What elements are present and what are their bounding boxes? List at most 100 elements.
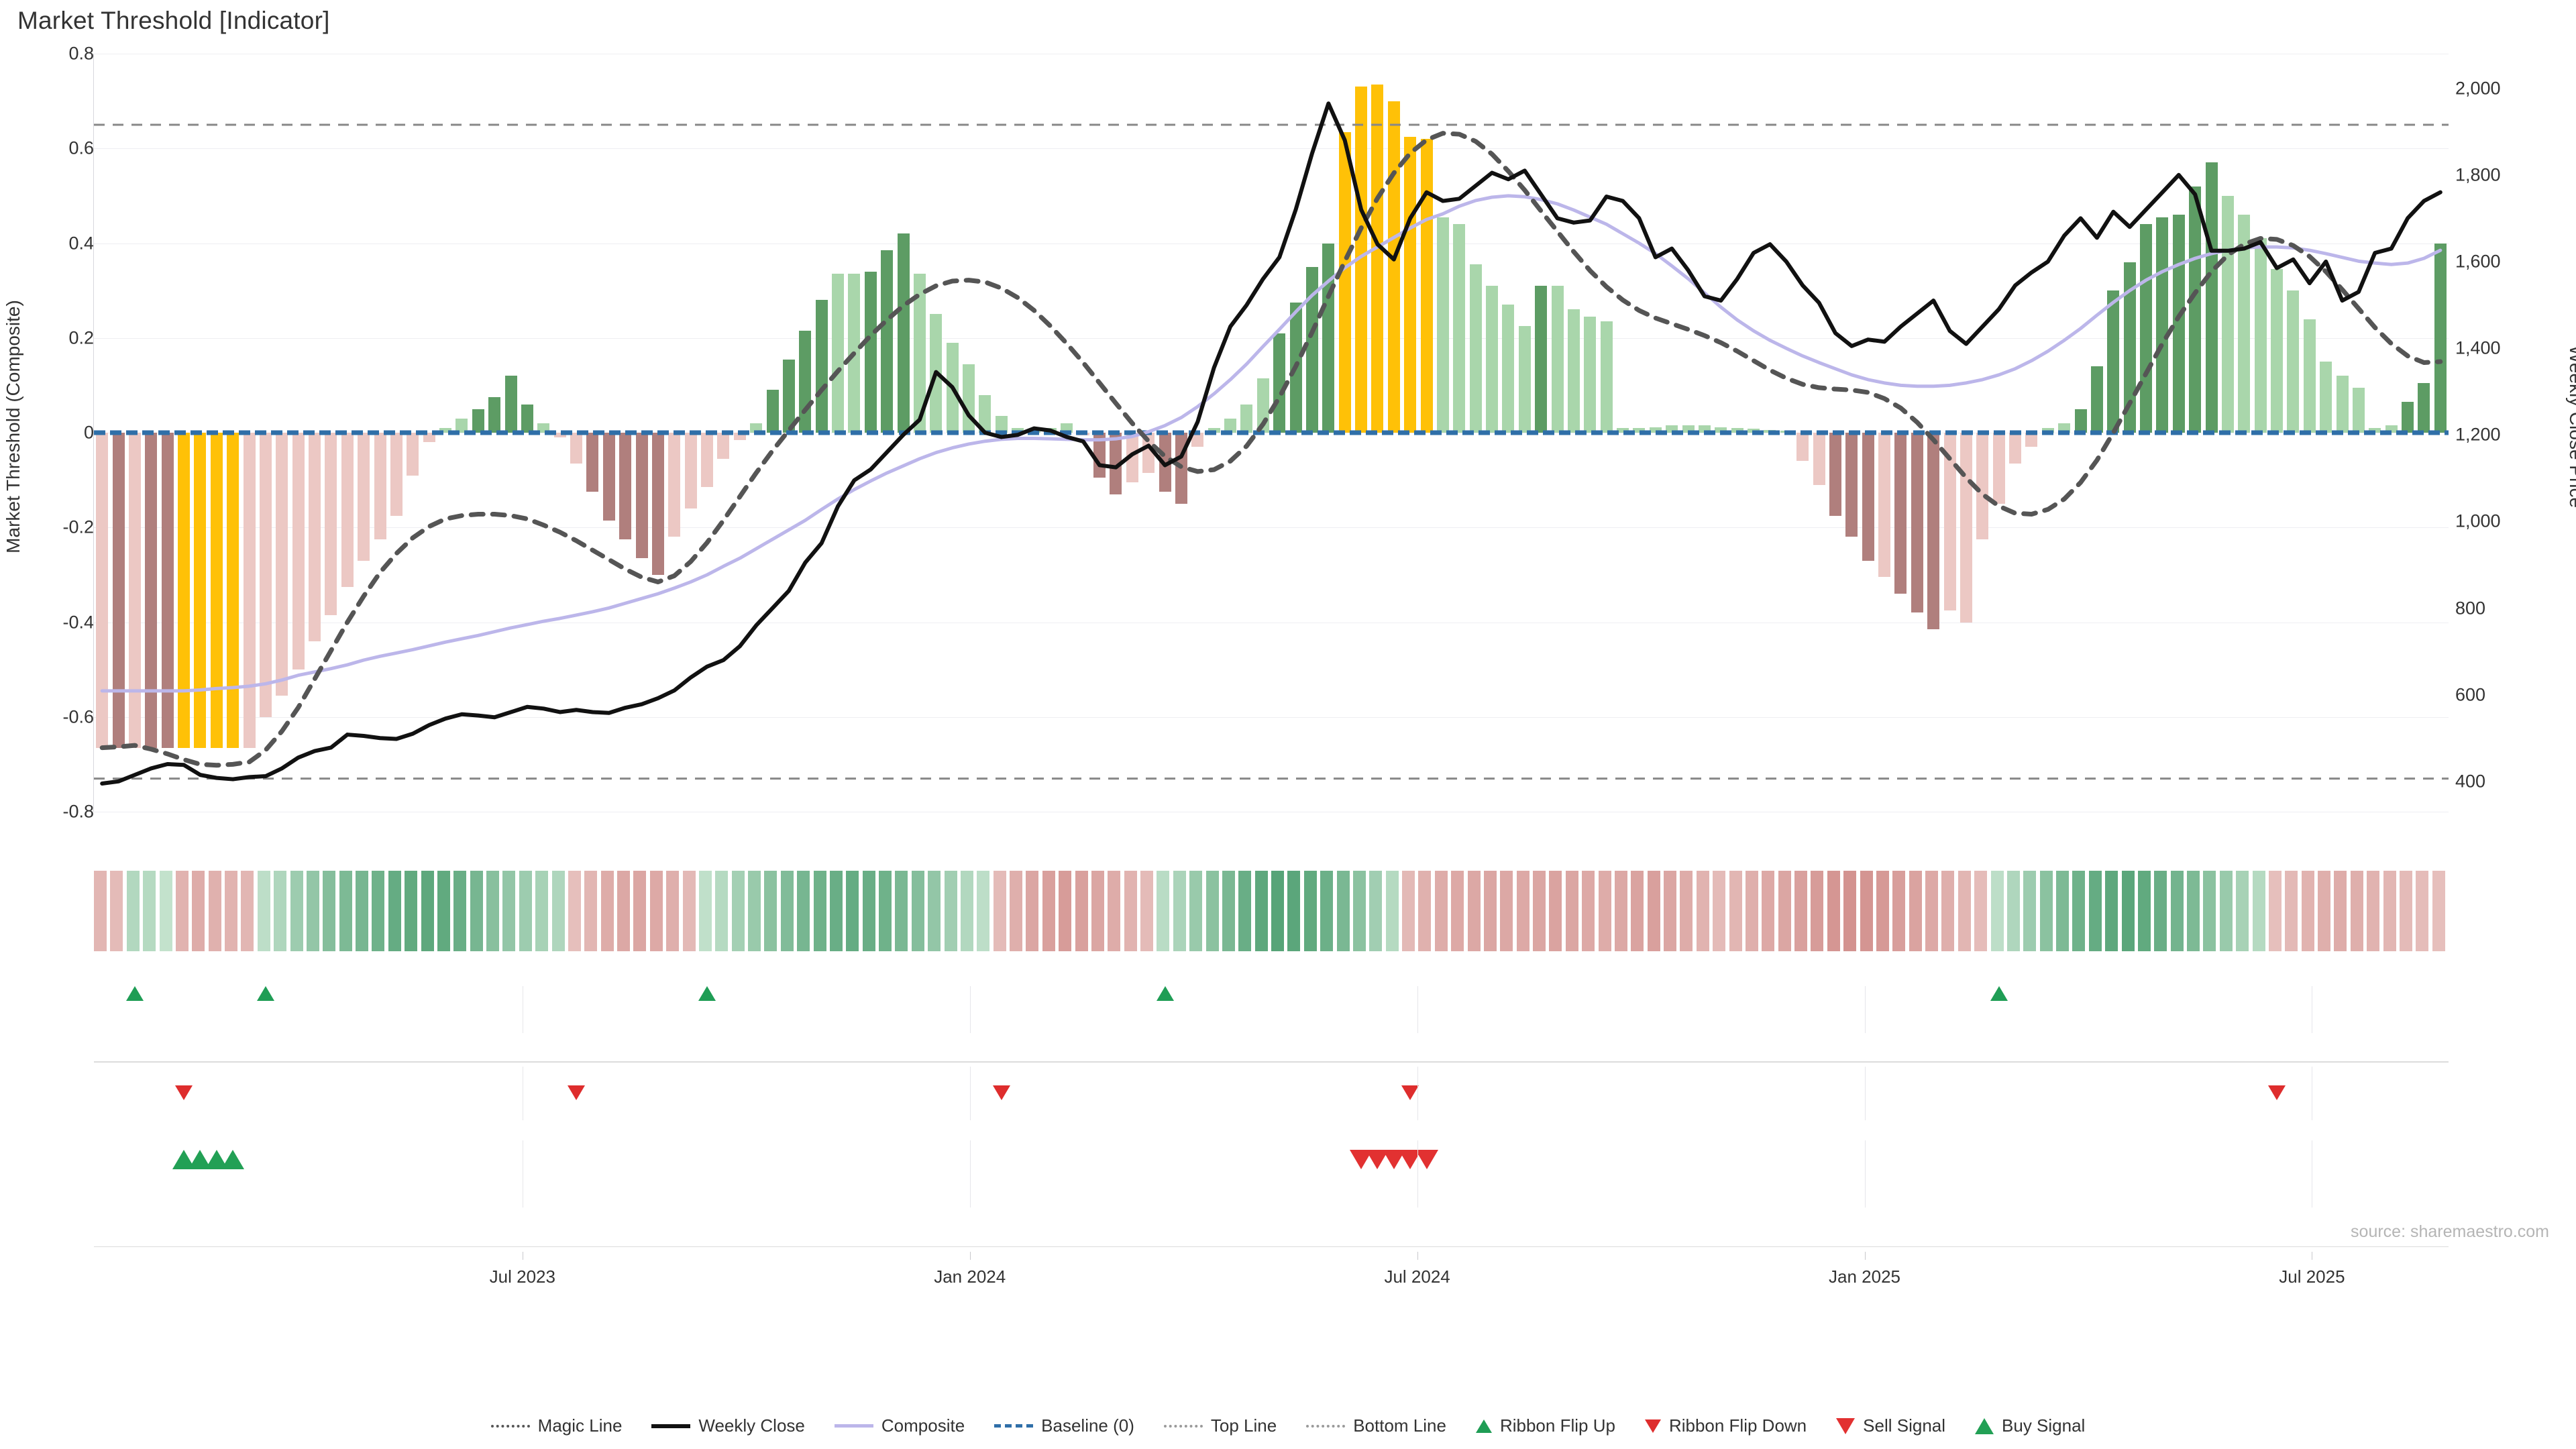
histogram-bar bbox=[2434, 243, 2447, 433]
legend-item[interactable]: Composite bbox=[834, 1415, 965, 1436]
legend-item[interactable]: Magic Line bbox=[490, 1415, 622, 1436]
legend-item[interactable]: Baseline (0) bbox=[994, 1415, 1134, 1436]
histogram-bar bbox=[1731, 427, 1743, 433]
x-guide-tick bbox=[969, 1140, 971, 1208]
ribbon-band bbox=[2252, 871, 2265, 951]
legend-item[interactable]: Bottom Line bbox=[1306, 1415, 1446, 1436]
ribbon-band bbox=[2088, 871, 2102, 951]
histogram-bar bbox=[504, 376, 517, 433]
ribbon-band bbox=[356, 871, 368, 951]
histogram-bar bbox=[2172, 215, 2185, 433]
ribbon-band bbox=[1516, 871, 1529, 951]
ribbon-band bbox=[2154, 871, 2167, 951]
ribbon-band bbox=[1189, 871, 1203, 951]
legend-dotted-line bbox=[1163, 1424, 1203, 1428]
ribbon-band bbox=[731, 871, 745, 951]
histogram-bar bbox=[1600, 321, 1613, 433]
signal-divider-line bbox=[94, 1061, 2449, 1063]
histogram-bar bbox=[178, 433, 191, 748]
legend-solid-line bbox=[834, 1424, 873, 1428]
ribbon-band bbox=[519, 871, 532, 951]
histogram-bar bbox=[2352, 387, 2365, 433]
bottom-rule bbox=[94, 1246, 2449, 1247]
histogram-bar bbox=[1240, 404, 1253, 433]
histogram-bar bbox=[2205, 162, 2218, 433]
histogram-bar bbox=[1110, 433, 1122, 494]
histogram-bar bbox=[2287, 290, 2300, 433]
ribbon-band bbox=[1598, 871, 1611, 951]
ribbon-band bbox=[1271, 871, 1284, 951]
ribbon-band bbox=[1860, 871, 1873, 951]
ribbon-band bbox=[2121, 871, 2135, 951]
ribbon-band bbox=[1434, 871, 1448, 951]
histogram-bar bbox=[276, 433, 288, 696]
ribbon-band bbox=[911, 871, 924, 951]
histogram-bar bbox=[1518, 326, 1531, 433]
ribbon-band bbox=[1664, 871, 1676, 951]
page-title: Market Threshold [Indicator] bbox=[17, 7, 330, 34]
histogram-bar bbox=[341, 433, 354, 587]
ribbon-band bbox=[1614, 871, 1627, 951]
ribbon-band bbox=[1925, 871, 1938, 951]
ribbon-band bbox=[895, 871, 908, 951]
ribbon-band bbox=[306, 871, 319, 951]
ribbon-band bbox=[1254, 871, 1268, 951]
ribbon-flip-up-marker bbox=[698, 986, 716, 1001]
ribbon-band bbox=[1483, 871, 1497, 951]
legend-solid-line bbox=[651, 1424, 691, 1428]
ribbon-band bbox=[1990, 871, 2004, 951]
legend-label: Buy Signal bbox=[2002, 1415, 2086, 1436]
ribbon-band bbox=[764, 871, 777, 951]
ribbon-band bbox=[1467, 871, 1481, 951]
weekly-close-line bbox=[100, 101, 2443, 786]
ribbon-band bbox=[274, 871, 287, 951]
ribbon-strip bbox=[94, 871, 2449, 951]
histogram-bar bbox=[1878, 433, 1891, 578]
legend-label: Ribbon Flip Down bbox=[1668, 1415, 1807, 1436]
legend-item[interactable]: Sell Signal bbox=[1836, 1415, 1945, 1436]
y-tick-left: 0.2 bbox=[68, 327, 94, 348]
histogram-bar bbox=[1649, 427, 1662, 433]
ribbon-band bbox=[1369, 871, 1383, 951]
ribbon-band bbox=[1827, 871, 1840, 951]
ribbon-band bbox=[2367, 871, 2380, 951]
histogram-bar bbox=[2271, 269, 2284, 433]
ribbon-band bbox=[2268, 871, 2282, 951]
histogram-bar bbox=[668, 433, 681, 537]
histogram-bar bbox=[586, 433, 599, 492]
histogram-bar bbox=[2009, 433, 2022, 464]
gridline bbox=[94, 527, 2449, 529]
histogram-bar bbox=[1126, 433, 1138, 483]
signal-markers-panel bbox=[94, 986, 2449, 1208]
histogram-bar bbox=[1992, 433, 2005, 504]
histogram-bar bbox=[717, 433, 730, 459]
ribbon-flip-down-marker bbox=[568, 1085, 586, 1100]
histogram-bar bbox=[1012, 427, 1024, 433]
ribbon-band bbox=[960, 871, 973, 951]
ribbon-band bbox=[1647, 871, 1660, 951]
histogram-bar bbox=[2090, 366, 2103, 433]
ribbon-band bbox=[2301, 871, 2314, 951]
ribbon-band bbox=[568, 871, 581, 951]
histogram-bar bbox=[2140, 224, 2153, 433]
chart-line-overlay bbox=[94, 101, 2449, 786]
histogram-bar bbox=[553, 433, 566, 438]
x-guide-tick bbox=[969, 986, 971, 1033]
ribbon-band bbox=[2285, 871, 2298, 951]
legend-item[interactable]: Ribbon Flip Down bbox=[1644, 1415, 1807, 1436]
ribbon-band bbox=[1909, 871, 1922, 951]
legend-label: Top Line bbox=[1210, 1415, 1277, 1436]
histogram-bar bbox=[439, 427, 452, 433]
legend-item[interactable]: Buy Signal bbox=[1975, 1415, 2085, 1436]
y-tick-left: 0 bbox=[83, 422, 94, 443]
histogram-bar bbox=[1845, 433, 1858, 537]
ribbon-band bbox=[1157, 871, 1170, 951]
ribbon-band bbox=[715, 871, 729, 951]
gridline bbox=[94, 148, 2449, 150]
histogram-bar bbox=[1453, 224, 1466, 433]
x-guide-tick bbox=[1864, 1140, 1866, 1208]
legend-item[interactable]: Top Line bbox=[1163, 1415, 1277, 1436]
ribbon-band bbox=[1352, 871, 1366, 951]
legend-item[interactable]: Weekly Close bbox=[651, 1415, 805, 1436]
legend-item[interactable]: Ribbon Flip Up bbox=[1475, 1415, 1615, 1436]
